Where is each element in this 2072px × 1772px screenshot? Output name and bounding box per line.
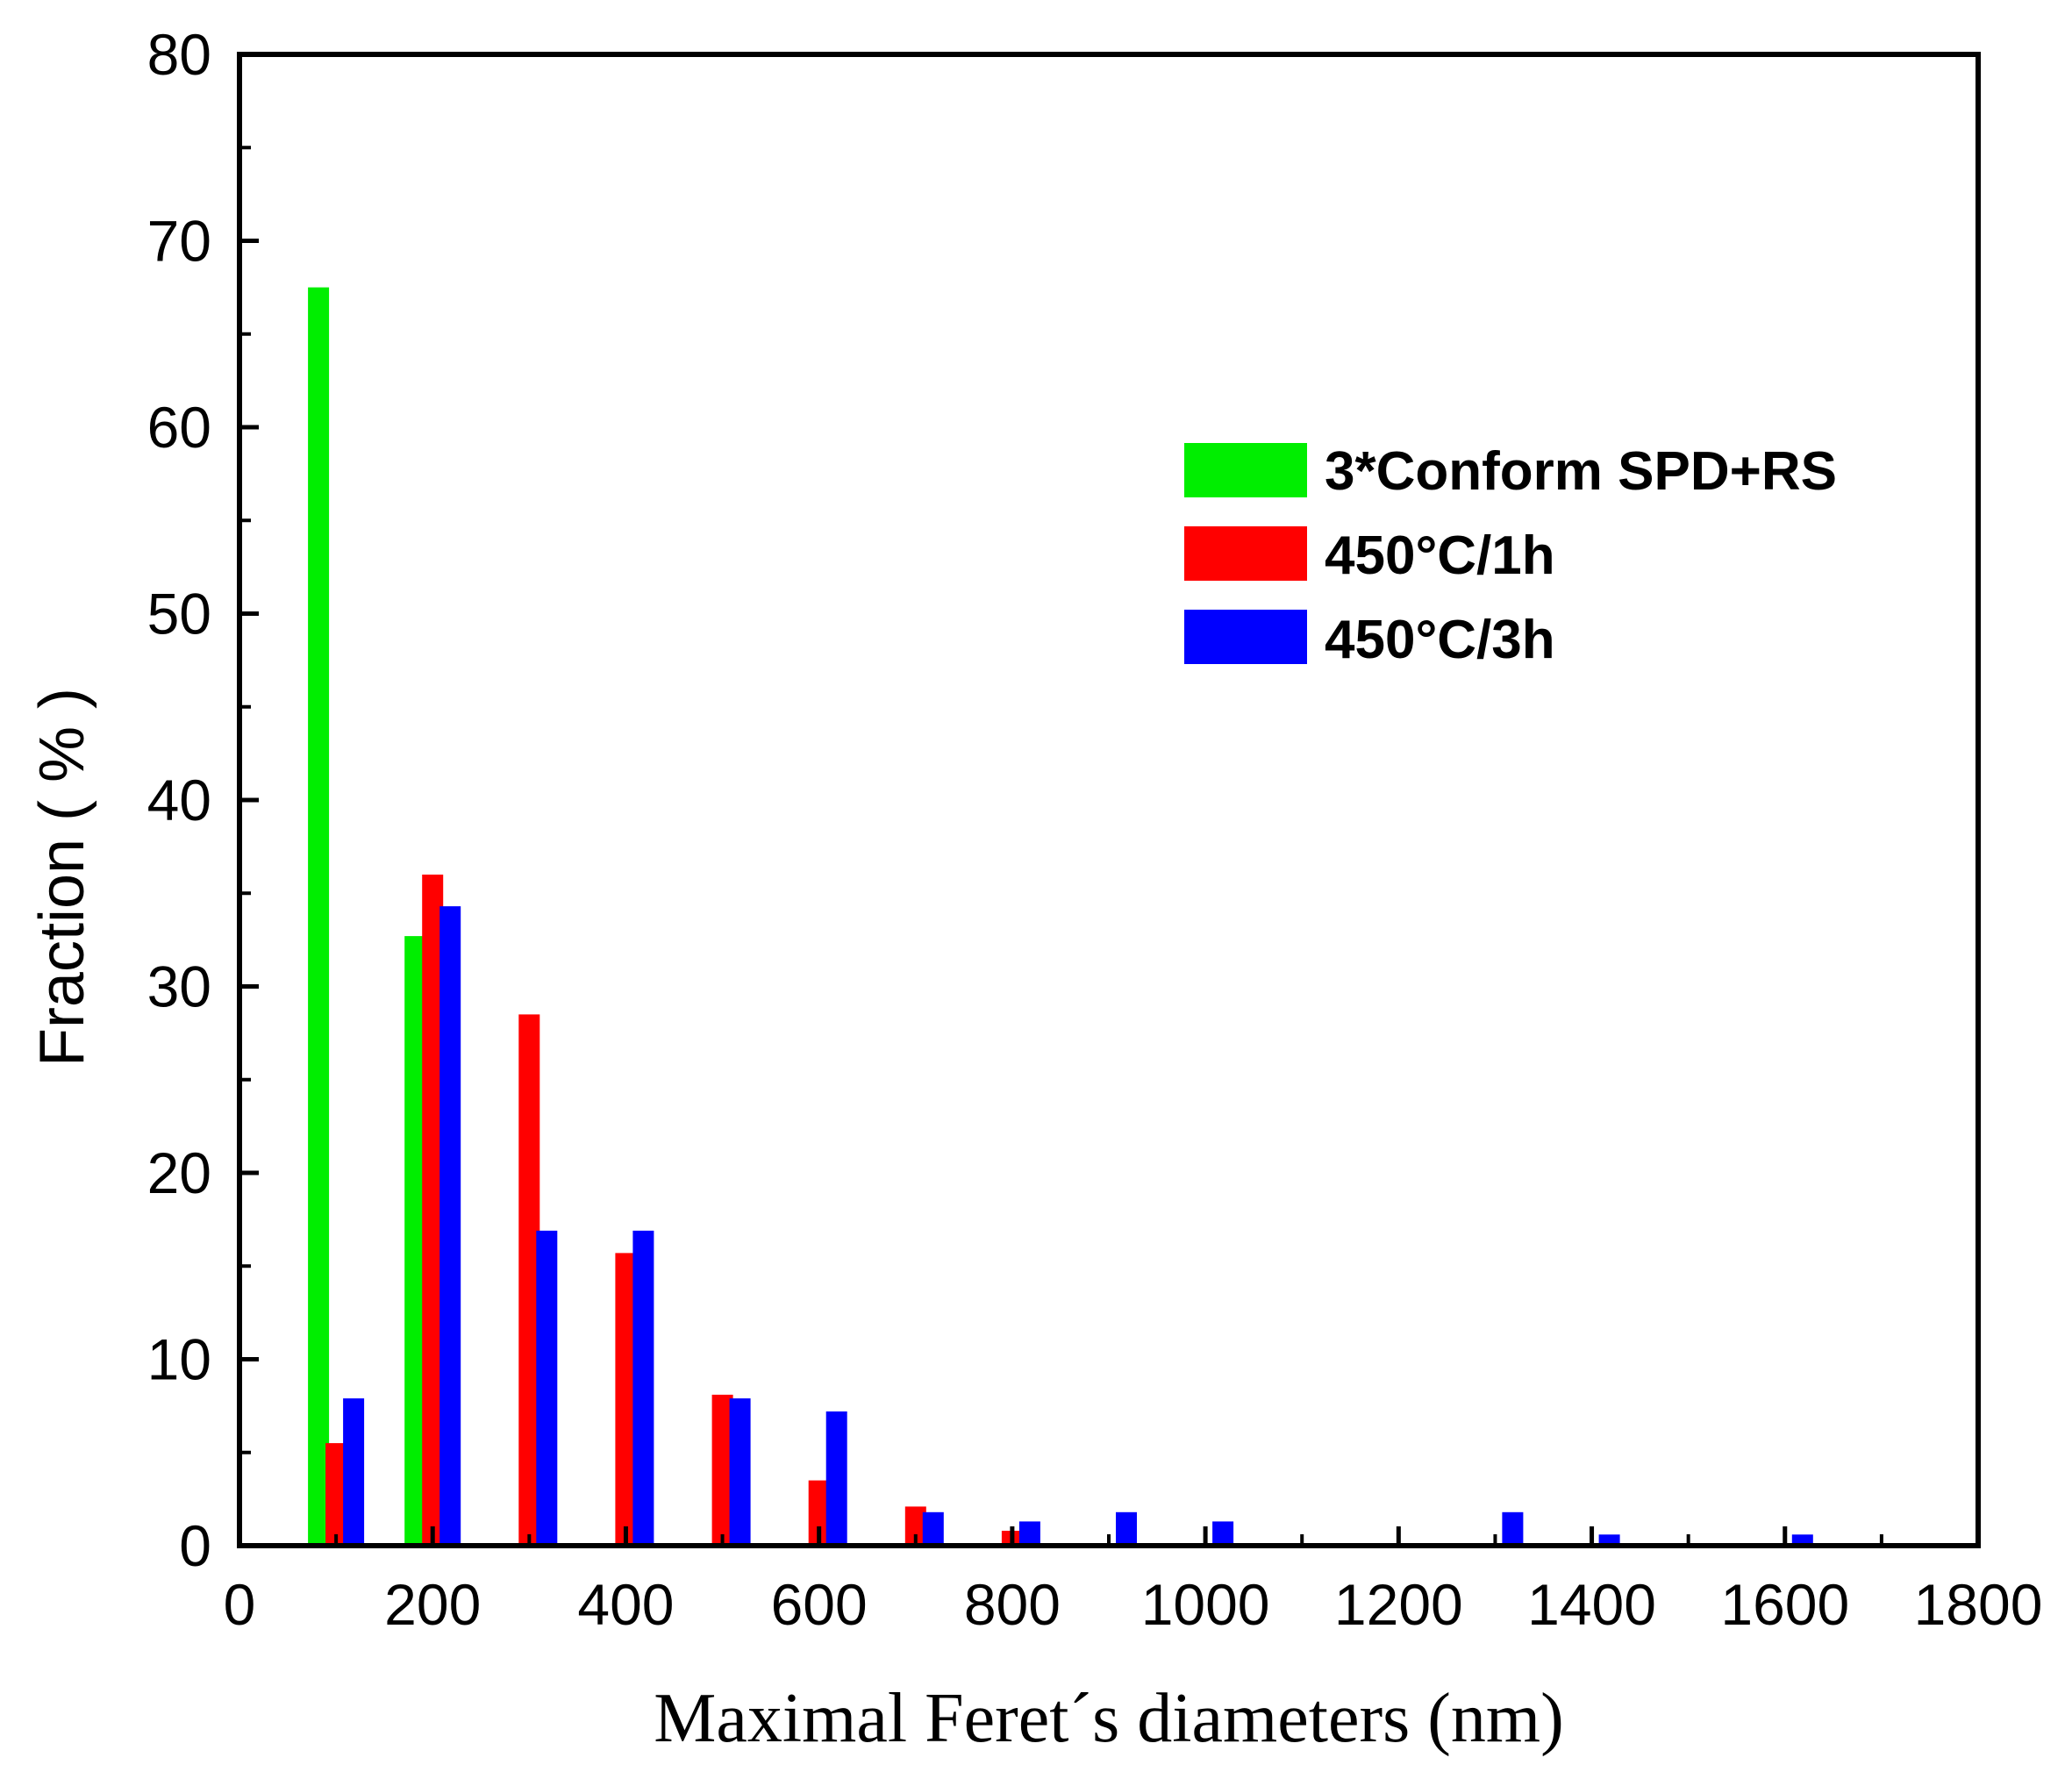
y-tick-label: 60 [147, 395, 211, 460]
bar-series3-bin-600 [825, 1411, 847, 1546]
legend-label-series-2: 450°C/1h [1325, 525, 1555, 586]
bar-series3-bin-800 [1018, 1521, 1040, 1546]
x-tick-label: 200 [384, 1572, 481, 1637]
bar-series3-bin-700 [922, 1511, 944, 1547]
bar-series1-bin-100 [308, 287, 330, 1547]
bar-series3-bin-100 [343, 1398, 365, 1546]
x-tick-label: 1200 [1334, 1572, 1463, 1637]
x-tick-label: 1400 [1527, 1572, 1656, 1637]
x-tick-label: 1600 [1720, 1572, 1849, 1637]
legend-label-series-1: 3*Conform SPD+RS [1325, 441, 1837, 502]
x-tick-label: 1800 [1914, 1572, 2043, 1637]
x-tick-label: 800 [964, 1572, 1061, 1637]
legend-label-series-3: 450°C/3h [1325, 610, 1555, 670]
labels-layer: 0 200 400 600 800 1000 1200 1400 1600 1800 0 10 20 30… [147, 22, 2043, 1637]
y-axis-title: Fraction ( % ) [27, 688, 97, 1067]
bar-series3-bin-300 [536, 1230, 558, 1546]
legend-swatch-series-2 [1184, 526, 1307, 581]
ticks-layer [237, 52, 1981, 1548]
bar-series3-bin-500 [729, 1398, 751, 1546]
bar-series3-bin-400 [632, 1230, 654, 1546]
bar-series3-bin-1000 [1212, 1521, 1234, 1546]
x-tick-label: 400 [577, 1572, 674, 1637]
bar-series3-bin-1300 [1502, 1511, 1524, 1547]
bar-series3-bin-900 [1116, 1511, 1137, 1547]
bar-series3-bin-200 [439, 906, 461, 1546]
y-tick-label: 40 [147, 768, 211, 832]
legend-swatch-series-3 [1184, 610, 1307, 664]
y-tick-label: 50 [147, 582, 211, 647]
y-tick-label: 30 [147, 954, 211, 1019]
legend-swatch-series-1 [1184, 443, 1307, 497]
bar-series3-bin-1400 [1598, 1534, 1620, 1547]
y-tick-label: 0 [179, 1513, 211, 1578]
x-tick-label: 1000 [1141, 1572, 1270, 1637]
x-axis-title: Maximal Feret´s diameters (nm) [654, 1680, 1563, 1757]
bar-series3-bin-1600 [1791, 1534, 1813, 1547]
x-tick-label: 600 [771, 1572, 868, 1637]
y-tick-label: 80 [147, 22, 211, 87]
x-tick-label: 0 [224, 1572, 256, 1637]
legend: 3*Conform SPD+RS 450°C/1h 450°C/3h [1184, 441, 1837, 670]
y-tick-label: 20 [147, 1140, 211, 1205]
plot-frame [237, 52, 1981, 1548]
y-tick-label: 10 [147, 1327, 211, 1392]
y-tick-label: 70 [147, 209, 211, 274]
